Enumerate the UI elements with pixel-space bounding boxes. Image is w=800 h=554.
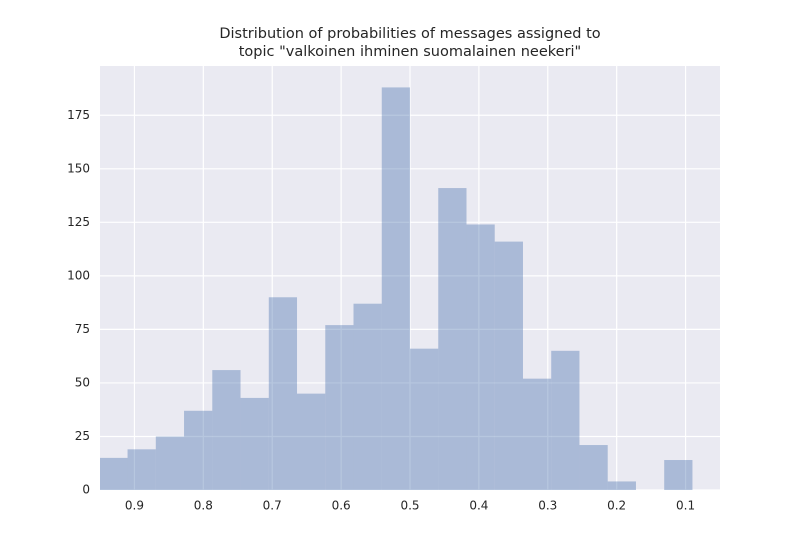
bar	[127, 449, 156, 490]
y-tick-label: 25	[75, 429, 90, 443]
bar	[579, 445, 608, 490]
bar	[466, 224, 495, 490]
y-tick-label: 125	[67, 215, 90, 229]
y-tick-label: 50	[75, 375, 90, 389]
bar	[381, 87, 410, 491]
chart-title: Distribution of probabilities of message…	[219, 26, 600, 42]
x-tick-label: 0.9	[125, 499, 144, 513]
x-tick-label: 0.1	[676, 499, 695, 513]
x-tick-label: 0.2	[607, 499, 626, 513]
bar	[353, 303, 382, 490]
y-tick-label: 0	[82, 483, 90, 497]
bar	[607, 481, 636, 490]
bar	[551, 350, 580, 490]
x-tick-label: 0.6	[332, 499, 351, 513]
y-tick-label: 150	[67, 161, 90, 175]
bar	[297, 393, 326, 490]
y-tick-label: 100	[67, 268, 90, 282]
x-tick-label: 0.3	[538, 499, 557, 513]
x-tick-label: 0.7	[263, 499, 282, 513]
bar	[410, 348, 439, 490]
y-tick-label: 175	[67, 108, 90, 122]
bar	[325, 325, 354, 490]
bar	[268, 297, 298, 490]
bar	[438, 188, 467, 490]
bar	[240, 397, 269, 490]
bar	[494, 241, 523, 490]
bar	[664, 460, 693, 490]
bar	[184, 410, 213, 490]
x-tick-label: 0.4	[469, 499, 488, 513]
bar	[212, 370, 241, 490]
bar	[155, 436, 185, 490]
bar	[522, 378, 552, 490]
x-tick-label: 0.5	[400, 499, 419, 513]
bar	[100, 457, 128, 490]
chart-title: topic "valkoinen ihminen suomalainen nee…	[239, 44, 581, 60]
y-tick-label: 75	[75, 322, 90, 336]
x-tick-label: 0.8	[194, 499, 213, 513]
